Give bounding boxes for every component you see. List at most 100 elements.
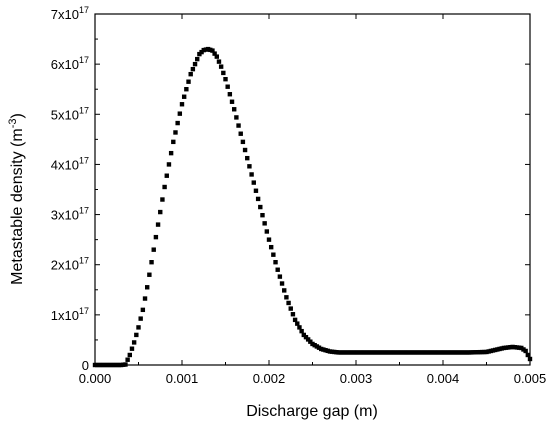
data-point (181, 94, 187, 99)
data-point (266, 237, 272, 242)
data-point (264, 229, 270, 234)
data-point (218, 64, 224, 69)
data-point (134, 332, 139, 338)
data-point (136, 325, 141, 330)
data-point (173, 130, 178, 135)
data-point (142, 296, 148, 301)
data-point (155, 222, 161, 227)
data-point (149, 260, 154, 265)
plot-frame (94, 13, 531, 366)
x-axis-label: Discharge gap (m) (246, 403, 378, 420)
data-point (273, 260, 278, 265)
data-point (303, 334, 309, 340)
data-point (214, 54, 219, 59)
y-tick-label: 4x1017 (51, 155, 89, 172)
data-point (292, 317, 298, 323)
y-axis-label-close: ) (9, 113, 26, 118)
data-point (125, 357, 130, 362)
data-point (168, 150, 174, 156)
data-point (123, 362, 128, 367)
data-point (242, 147, 248, 153)
data-point (153, 234, 159, 240)
data-point (299, 328, 304, 334)
data-point (166, 162, 172, 167)
data-point (186, 79, 191, 84)
data-point (221, 70, 226, 76)
data-point (527, 356, 533, 362)
data-point (175, 120, 180, 126)
data-point (190, 66, 196, 72)
data-point (160, 197, 165, 202)
data-point (288, 306, 293, 311)
y-tick-label: 6x1017 (51, 55, 89, 72)
data-point (258, 204, 263, 210)
x-tick-label: 0.000 (79, 371, 112, 386)
data-point (184, 87, 189, 92)
data-point (238, 131, 243, 136)
y-tick-label: 1x1017 (51, 306, 89, 323)
data-point (147, 272, 152, 277)
data-point (245, 155, 250, 161)
data-point (158, 209, 163, 215)
data-point (236, 123, 241, 128)
y-tick-label: 3x1017 (51, 206, 89, 223)
data-point (279, 281, 285, 286)
data-point (227, 92, 233, 97)
data-point (253, 188, 259, 193)
data-point (234, 115, 239, 120)
data-point (301, 332, 306, 338)
data-point (297, 325, 302, 330)
y-axis-label: Metastable density (m-3) (7, 113, 26, 285)
data-points (92, 46, 533, 368)
data-point (223, 76, 228, 82)
data-point (249, 172, 254, 177)
data-point (277, 274, 283, 279)
data-point (210, 48, 215, 53)
x-tick-label: 0.005 (514, 371, 547, 386)
y-tick-label: 7x1017 (51, 5, 89, 22)
data-point (282, 288, 287, 293)
data-point (251, 180, 256, 185)
data-point (131, 340, 137, 345)
y-axis-label-sup: -3 (7, 119, 19, 129)
ticks: 0.000 0.001 0.002 0.003 0.004 0.005 0 1x1017 2x1… (51, 5, 546, 386)
data-point (127, 352, 132, 358)
data-point (145, 285, 150, 290)
y-tick-label: 0 (82, 358, 89, 373)
x-tick-label: 0.002 (253, 371, 286, 386)
data-point (129, 346, 135, 351)
data-point (262, 221, 267, 226)
x-tick-label: 0.001 (166, 371, 199, 386)
data-point (308, 339, 313, 344)
y-tick-label: 2x1017 (51, 256, 89, 273)
data-point (295, 321, 300, 326)
data-point (290, 312, 296, 317)
data-point (255, 196, 261, 202)
data-point (284, 295, 289, 300)
data-point (151, 247, 156, 252)
x-tick-label: 0.004 (427, 371, 460, 386)
data-point (225, 84, 230, 89)
y-tick-label: 5x1017 (51, 105, 89, 122)
data-point (195, 56, 200, 62)
data-point (305, 337, 311, 342)
data-point (525, 352, 531, 358)
axes (94, 13, 531, 366)
data-point (188, 71, 193, 77)
data-point (212, 51, 217, 56)
data-point (192, 61, 198, 67)
data-point (232, 107, 237, 112)
data-point (271, 252, 276, 257)
data-point (140, 307, 146, 313)
data-point (179, 102, 185, 107)
data-point (268, 244, 274, 250)
data-point (177, 111, 183, 116)
data-point (523, 348, 528, 354)
data-point (216, 59, 222, 64)
data-point (240, 139, 246, 145)
x-tick-label: 0.003 (340, 371, 373, 386)
data-point (138, 316, 143, 321)
data-point (229, 99, 235, 104)
data-point (275, 267, 280, 272)
